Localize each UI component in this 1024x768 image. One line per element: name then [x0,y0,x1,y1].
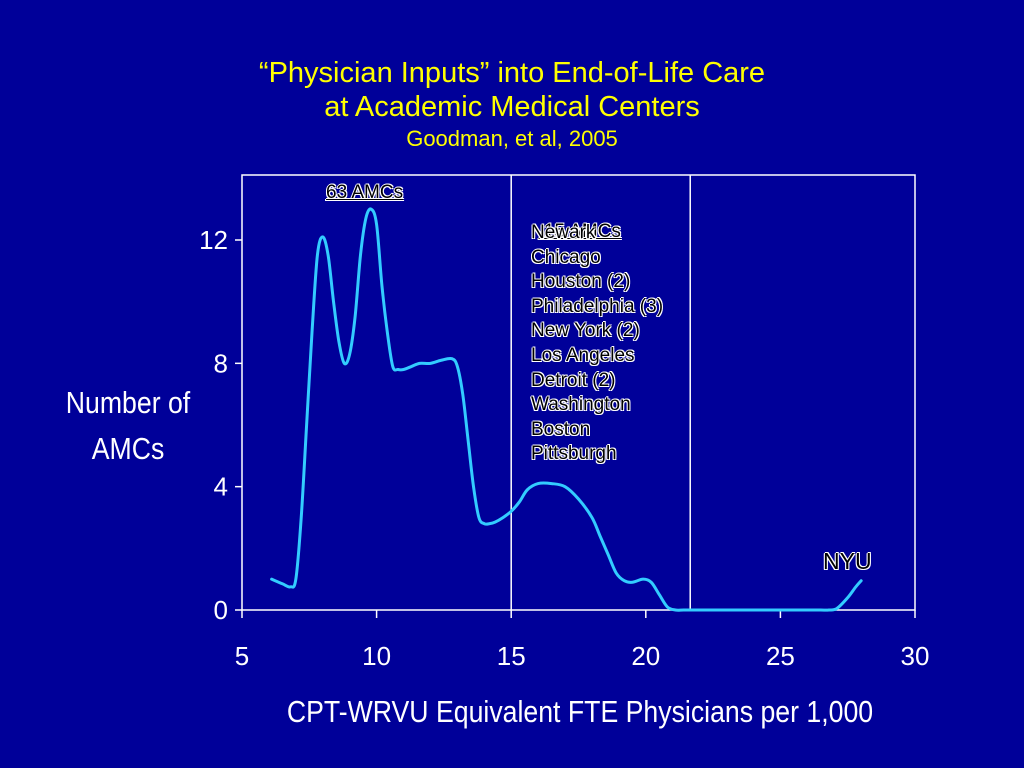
annotation-group2: 15 AMCs [528,195,621,244]
city-item: Washington [531,394,631,416]
city-item: Houston (2) [531,271,631,293]
x-axis: 5 10 15 20 25 30 [235,610,930,671]
y-axis-label: Number of AMCs [59,380,197,472]
city-item: Pittsburgh [531,443,617,465]
y-axis-label-line1: Number of [65,385,191,420]
city-item: Los Angeles [531,344,635,366]
x-tick-label: 10 [362,641,391,671]
annotation-group1: 63 AMCs [326,181,403,206]
x-tick-label: 5 [235,641,249,671]
series-group [270,207,863,612]
title-block: “Physician Inputs” into End-of-Life Care… [0,56,1024,154]
plot-frame [241,174,916,611]
y-tick-label: 4 [214,472,228,502]
x-axis-label: CPT-WRVU Equivalent FTE Physicians per 1… [286,694,874,729]
annotation-group2-text: 15 AMCs [538,220,621,242]
chart-title: “Physician Inputs” into End-of-Life Care [258,57,766,89]
annotation-group1-text: 63 AMCs [326,182,404,203]
x-tick-label: 15 [497,641,526,671]
annotation-outlier: NYU [823,548,872,574]
y-axis: 0 4 8 12 [199,225,242,625]
annotation-city-list: Newark Chicago Houston (2) Philadelphia (3)… [531,221,663,467]
city-item: Newark [531,222,596,243]
y-axis-label-line2: AMCs [91,431,165,466]
city-item: Boston [531,418,591,440]
city-item: New York (2) [531,320,640,342]
chart-subtitle: Goodman, et al, 2005 [406,126,618,151]
city-item: Chicago [531,246,601,268]
chart-title-line2: at Academic Medical Centers [324,91,700,123]
x-tick-label: 25 [766,641,795,671]
y-tick-label: 0 [214,595,228,625]
y-tick-label: 12 [199,225,228,255]
y-tick-label: 8 [214,348,228,378]
plot-border [241,174,916,611]
x-tick-label: 30 [901,641,930,671]
city-item: Philadelphia (3) [531,295,664,317]
x-tick-label: 20 [631,641,660,671]
group-dividers [510,175,691,610]
city-item: Detroit (2) [531,369,616,391]
series-line-1 [270,207,863,612]
